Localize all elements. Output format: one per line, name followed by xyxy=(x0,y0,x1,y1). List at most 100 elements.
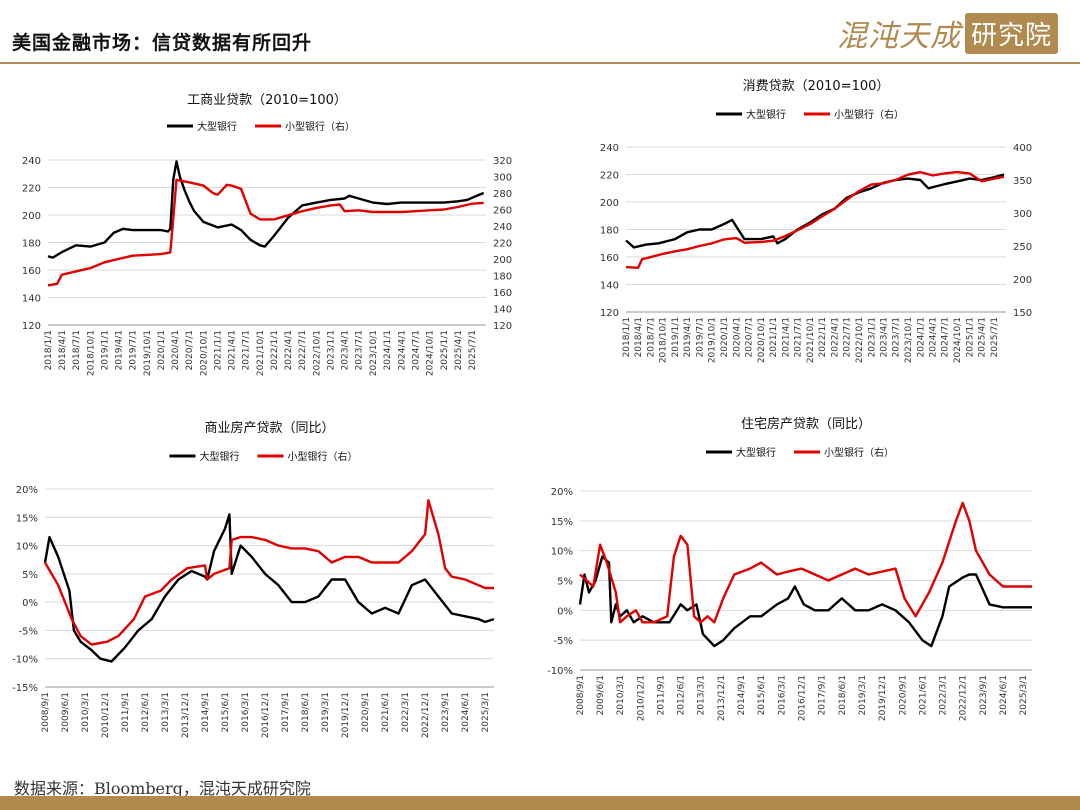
page-title: 美国金融市场：信贷数据有所回升 xyxy=(12,32,313,54)
x-tick: 2020/9/1 xyxy=(898,675,908,715)
x-tick: 2024/1/1 xyxy=(916,317,926,357)
y-tick-left: 180 xyxy=(600,226,619,237)
legend: 大型银行 小型银行（右） xyxy=(706,446,894,459)
x-tick: 2015/6/1 xyxy=(221,692,231,732)
logo-text: 混沌天成 xyxy=(836,19,961,54)
y-tick-left: 220 xyxy=(22,184,41,195)
x-tick: 2024/1/1 xyxy=(383,330,393,370)
x-tick: 2021/6/1 xyxy=(918,675,928,715)
x-tick: 2024/10/1 xyxy=(953,317,963,363)
legend-label-large-bank: 大型银行 xyxy=(197,120,237,133)
x-tick: 2023/9/1 xyxy=(979,675,989,715)
y-tick-left: 5% xyxy=(22,570,38,581)
x-tick: 2018/10/1 xyxy=(659,317,669,363)
x-tick: 2025/3/1 xyxy=(1019,675,1029,715)
x-tick: 2020/10/1 xyxy=(757,317,767,363)
x-tick: 2013/3/1 xyxy=(161,692,171,732)
x-tick: 2023/10/1 xyxy=(904,317,914,363)
x-tick: 2020/7/1 xyxy=(745,317,755,357)
x-tick: 2022/10/1 xyxy=(855,317,865,363)
x-tick: 2019/10/1 xyxy=(708,317,718,363)
x-tick: 2020/10/1 xyxy=(199,330,209,376)
x-tick: 2019/7/1 xyxy=(129,330,139,370)
x-tick: 2022/3/1 xyxy=(401,692,411,732)
x-tick: 2022/4/1 xyxy=(284,330,294,370)
x-tick: 2018/6/1 xyxy=(838,675,848,715)
x-tick: 2019/7/1 xyxy=(695,317,705,357)
x-tick: 2023/1/1 xyxy=(867,317,877,357)
x-tick: 2023/1/1 xyxy=(327,330,337,370)
y-tick-left: 160 xyxy=(22,266,41,277)
legend-label-large-bank: 大型银行 xyxy=(200,450,240,463)
x-tick: 2021/6/1 xyxy=(381,692,391,732)
y-tick-left: 140 xyxy=(600,281,619,292)
x-tick: 2021/1/1 xyxy=(769,317,779,357)
x-tick: 2017/9/1 xyxy=(818,675,828,715)
legend: 大型银行 小型银行（右） xyxy=(167,120,355,133)
x-tick: 2018/7/1 xyxy=(72,330,82,370)
y-tick-right: 150 xyxy=(1013,308,1032,319)
x-tick: 2019/3/1 xyxy=(858,675,868,715)
legend-label-small-bank: 小型银行（右） xyxy=(834,108,904,121)
chart-title: 消费贷款（2010=100） xyxy=(743,79,890,94)
x-tick: 2008/9/1 xyxy=(41,692,51,732)
y-tick-right: 120 xyxy=(493,321,512,332)
x-tick: 2017/9/1 xyxy=(281,692,291,732)
x-tick: 2019/12/1 xyxy=(878,675,888,721)
y-tick-left: -10% xyxy=(547,666,573,677)
series-line-large-bank xyxy=(625,173,1005,249)
y-tick-left: 0% xyxy=(557,606,573,617)
y-tick-left: 15% xyxy=(551,517,573,528)
y-tick-left: 5% xyxy=(557,577,573,588)
header-divider xyxy=(0,62,1080,64)
x-tick: 2019/3/1 xyxy=(321,692,331,732)
x-tick: 2018/10/1 xyxy=(86,330,96,376)
x-tick: 2024/7/1 xyxy=(941,317,951,357)
x-tick: 2025/4/1 xyxy=(978,317,988,357)
x-tick: 2008/9/1 xyxy=(576,675,586,715)
y-tick-right: 250 xyxy=(1013,242,1032,253)
y-tick-left: 15% xyxy=(16,513,38,524)
x-tick: 2016/3/1 xyxy=(241,692,251,732)
x-tick: 2019/12/1 xyxy=(341,692,351,738)
y-tick-right: 320 xyxy=(493,156,512,167)
chart-cre-loans: 商业房产贷款（同比） 大型银行 小型银行（右） -15% -10% -5% 0% 5% 10% 1… xyxy=(12,420,495,738)
x-tick: 2010/12/1 xyxy=(101,692,111,738)
x-tick: 2009/6/1 xyxy=(596,675,606,715)
x-tick: 2019/4/1 xyxy=(114,330,124,370)
y-tick-left: -5% xyxy=(554,636,573,647)
y-tick-right: 350 xyxy=(1013,176,1032,187)
series-line-small-bank xyxy=(47,178,484,287)
x-tick: 2014/9/1 xyxy=(201,692,211,732)
series-line-small-bank xyxy=(43,499,494,646)
y-tick-right: 260 xyxy=(493,206,512,217)
series-line-large-bank xyxy=(43,513,495,663)
x-tick: 2019/4/1 xyxy=(683,317,693,357)
legend-label-small-bank: 小型银行（右） xyxy=(288,450,358,463)
x-tick: 2014/9/1 xyxy=(737,675,747,715)
chart-title: 商业房产贷款（同比） xyxy=(204,420,334,436)
x-tick: 2021/7/1 xyxy=(242,330,252,370)
chart-consumer-loans: 消费贷款（2010=100） 大型银行 小型银行（右） 120 140 160 180 200… xyxy=(600,79,1032,363)
y-tick-right: 180 xyxy=(493,272,512,283)
x-tick: 2023/7/1 xyxy=(355,330,365,370)
legend-label-large-bank: 大型银行 xyxy=(746,108,786,121)
legend: 大型银行 小型银行（右） xyxy=(716,108,904,121)
x-tick: 2018/6/1 xyxy=(301,692,311,732)
legend-label-large-bank: 大型银行 xyxy=(736,446,776,459)
x-tick: 2024/6/1 xyxy=(999,675,1009,715)
x-tick: 2021/10/1 xyxy=(256,330,266,376)
y-tick-left: 220 xyxy=(600,171,619,182)
x-tick: 2015/6/1 xyxy=(757,675,767,715)
x-tick: 2019/1/1 xyxy=(671,317,681,357)
logo: 混沌天成 研究院 xyxy=(837,12,1058,54)
x-tick: 2009/6/1 xyxy=(61,692,71,732)
y-tick-left: -10% xyxy=(12,655,38,666)
x-tick: 2023/4/1 xyxy=(879,317,889,357)
x-tick: 2020/7/1 xyxy=(185,330,195,370)
x-tick: 2020/9/1 xyxy=(361,692,371,732)
x-tick: 2024/10/1 xyxy=(426,330,436,376)
x-tick: 2018/4/1 xyxy=(58,330,68,370)
x-tick: 2024/4/1 xyxy=(397,330,407,370)
chart-residential-loans: 住宅房产贷款（同比） 大型银行 小型银行（右） -10% -5% 0% 5% 10% 15% 20… xyxy=(547,416,1032,721)
